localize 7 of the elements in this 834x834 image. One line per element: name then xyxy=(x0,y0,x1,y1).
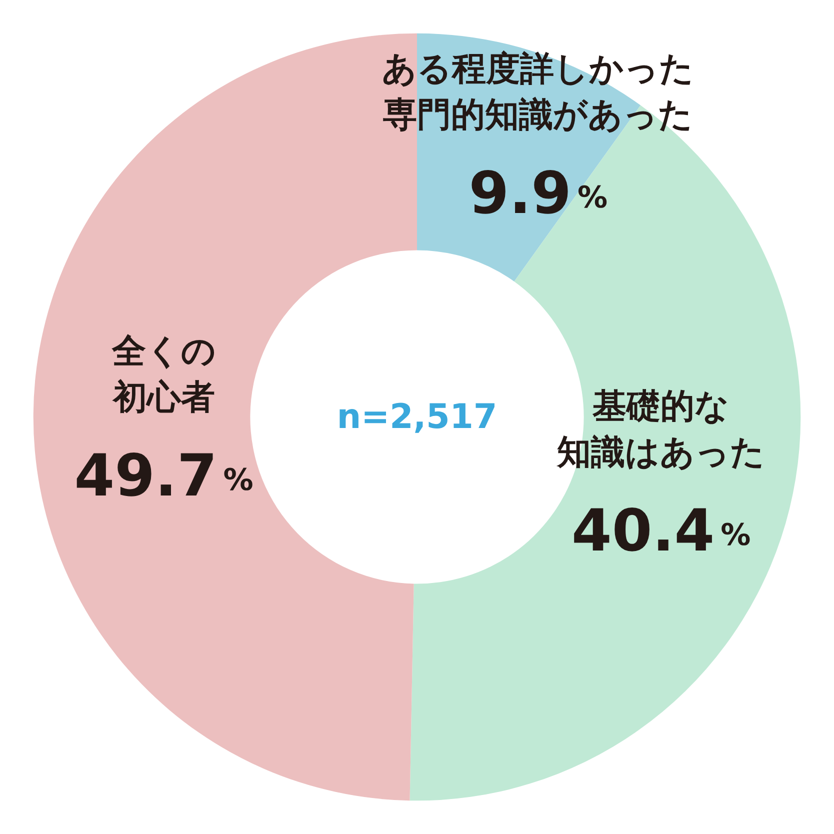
text: n=2,517 xyxy=(336,397,498,437)
data-label: 40.4% xyxy=(571,496,751,565)
slice-label: 全くの初心者 xyxy=(110,331,216,418)
slice-label: 基礎的な知識はあった xyxy=(556,386,766,473)
slice-label: ある程度詳しかった専門的知識があった xyxy=(382,49,694,136)
data-label: 49.7% xyxy=(74,441,254,510)
data-label: 9.9% xyxy=(468,159,608,228)
